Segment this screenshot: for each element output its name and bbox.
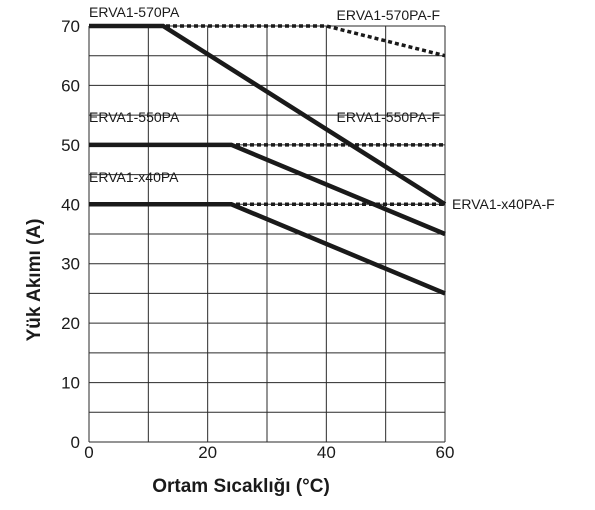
- y-tick-label: 30: [61, 255, 80, 274]
- y-tick-label: 70: [61, 17, 80, 36]
- x-tick-label: 60: [436, 443, 455, 462]
- series-label: ERVA1-550PA-F: [337, 109, 441, 125]
- y-tick-label: 50: [61, 136, 80, 155]
- series-label: ERVA1-570PA: [89, 4, 180, 20]
- x-tick-label: 40: [317, 443, 336, 462]
- x-tick-label: 20: [198, 443, 217, 462]
- series-label: ERVA1-x40PA-F: [452, 196, 555, 212]
- label-layer: ERVA1-570PA ERVA1-570PA-F ERVA1-550PA ERVA1…: [89, 4, 555, 212]
- y-tick-label: 0: [71, 433, 80, 452]
- series-label: ERVA1-550PA: [89, 109, 180, 125]
- x-axis-title: Ortam Sıcaklığı (°C): [152, 476, 330, 497]
- series-label: ERVA1-x40PA: [89, 169, 179, 185]
- y-tick-label: 40: [61, 195, 80, 214]
- series-line-erva1-570pa-f: [89, 24, 446, 58]
- grid-layer: [88, 25, 446, 443]
- y-tick-label: 10: [61, 374, 80, 393]
- tick-layer: 0 20 40 60 0 10 20 30 40 50 60 70: [61, 17, 454, 462]
- y-axis-title: Yük Akımı (A): [24, 219, 45, 342]
- x-tick-label: 0: [84, 443, 93, 462]
- y-tick-label: 20: [61, 314, 80, 333]
- series-label: ERVA1-570PA-F: [337, 7, 441, 23]
- series-layer: [89, 23, 447, 296]
- y-tick-label: 60: [61, 76, 80, 95]
